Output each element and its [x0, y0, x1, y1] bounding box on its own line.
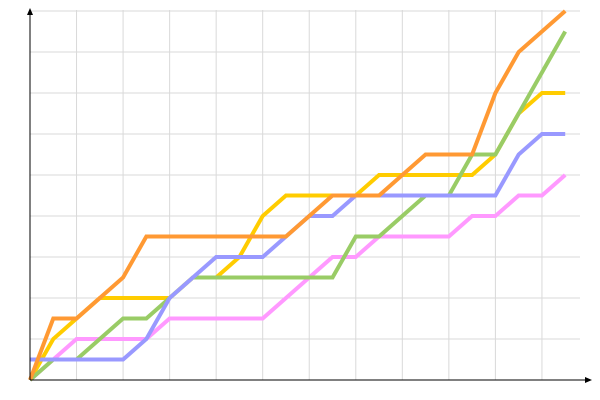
series-line-4 [30, 132, 566, 362]
axes [27, 8, 592, 383]
series-lines [28, 9, 567, 382]
x-axis-arrow-icon [585, 377, 592, 383]
series-line-5 [28, 9, 567, 381]
series-line-1 [28, 173, 567, 382]
series-line-3 [28, 30, 567, 382]
series-line-2 [28, 91, 566, 381]
y-axis-arrow-icon [27, 8, 33, 15]
